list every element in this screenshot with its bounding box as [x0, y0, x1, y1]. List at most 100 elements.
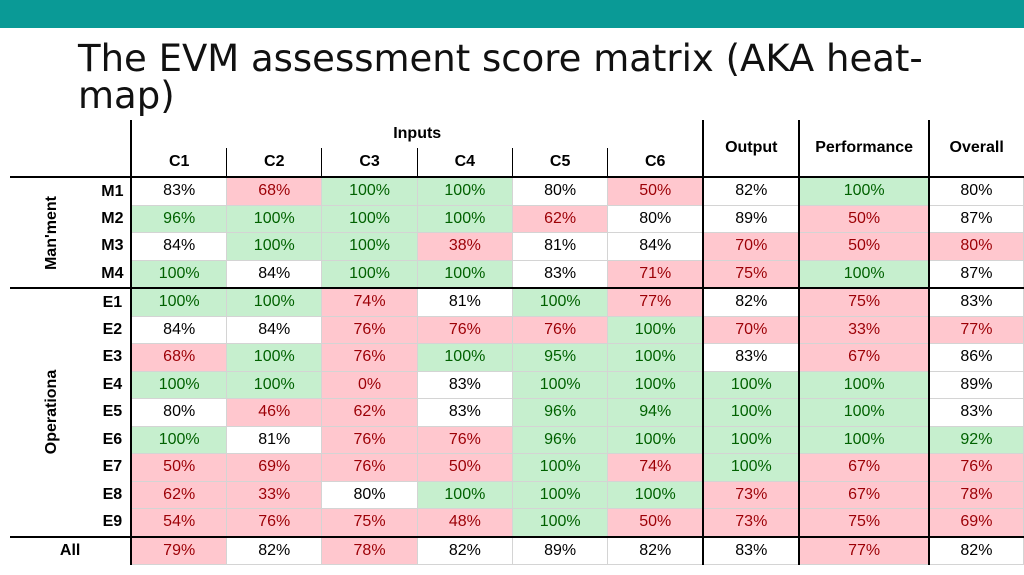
inputs-group-header: Inputs: [130, 120, 704, 148]
score-cell: 100%: [798, 398, 930, 427]
score-cell: 86%: [927, 343, 1024, 372]
score-cell: 100%: [416, 343, 514, 372]
score-cell: 78%: [321, 535, 418, 565]
score-cell: 100%: [702, 370, 800, 399]
score-cell: 80%: [321, 480, 418, 509]
score-cell: 76%: [321, 453, 418, 482]
score-cell: 75%: [798, 508, 930, 537]
score-cell: 100%: [416, 204, 514, 233]
row-label: E7: [102, 458, 123, 476]
score-cell: 33%: [798, 315, 930, 344]
score-cell: 68%: [130, 343, 228, 372]
group-label-text: Operationa: [43, 370, 61, 455]
score-cell: 83%: [130, 176, 228, 206]
score-cell: 50%: [798, 204, 930, 233]
score-cell: 82%: [226, 535, 323, 565]
row-label: E2: [102, 320, 123, 338]
score-cell: 83%: [702, 535, 800, 565]
score-cell: 50%: [607, 508, 704, 537]
score-cell: 84%: [130, 315, 228, 344]
group-label-text: Man'ment: [43, 195, 61, 270]
corner-blank: [10, 120, 131, 148]
slide-title: The EVM assessment score matrix (AKA hea…: [78, 37, 923, 117]
score-cell: 50%: [607, 176, 704, 206]
score-cell: 100%: [321, 232, 418, 261]
score-cell: 33%: [226, 480, 323, 509]
score-cell: 74%: [607, 453, 704, 482]
row-label: M1: [101, 182, 124, 200]
score-cell: 84%: [226, 315, 323, 344]
score-cell: 82%: [416, 535, 514, 565]
score-cell: 94%: [607, 398, 704, 427]
score-cell: 100%: [511, 480, 609, 509]
score-cell: 67%: [798, 453, 930, 482]
score-cell: 89%: [927, 370, 1024, 399]
top-accent-bar: [0, 0, 1024, 28]
row-label: E3: [102, 348, 123, 366]
score-cell: 83%: [416, 398, 514, 427]
score-cell: 81%: [226, 425, 323, 454]
score-cell: 100%: [321, 176, 418, 206]
score-cell: 100%: [130, 287, 228, 317]
score-cell: 76%: [226, 508, 323, 537]
row-label: M4: [101, 264, 124, 282]
score-cell: 48%: [416, 508, 514, 537]
score-cell: 84%: [130, 232, 228, 261]
score-cell: 77%: [798, 535, 930, 565]
score-cell: 76%: [321, 425, 418, 454]
score-cell: 46%: [226, 398, 323, 427]
score-cell: 100%: [226, 204, 323, 233]
score-cell: 83%: [927, 287, 1024, 317]
score-cell: 76%: [416, 315, 514, 344]
score-cell: 100%: [798, 259, 930, 289]
score-cell: 100%: [798, 370, 930, 399]
score-cell: 73%: [702, 480, 800, 509]
score-cell: 77%: [927, 315, 1024, 344]
score-cell: 100%: [511, 287, 609, 317]
row-label: E5: [102, 403, 123, 421]
row-label: E9: [102, 513, 123, 530]
score-cell: 62%: [321, 398, 418, 427]
score-cell: 89%: [511, 535, 609, 565]
score-cell: 100%: [130, 370, 228, 399]
score-cell: 96%: [511, 398, 609, 427]
col-header-c1: C1: [130, 148, 227, 178]
col-header-overall: Overall: [927, 120, 1024, 178]
score-cell: 100%: [607, 315, 704, 344]
score-cell: 100%: [702, 453, 800, 482]
group-label: Man'ment: [10, 177, 94, 288]
corner-blank-2: [10, 148, 132, 178]
score-cell: 100%: [702, 398, 800, 427]
score-cell: 76%: [416, 425, 514, 454]
score-cell: 100%: [226, 232, 323, 261]
row-label-all: All: [10, 535, 132, 565]
score-cell: 67%: [798, 480, 930, 509]
score-cell: 80%: [927, 232, 1024, 261]
row-label: M3: [101, 237, 124, 255]
score-cell: 81%: [511, 232, 609, 261]
score-cell: 73%: [702, 508, 800, 537]
score-cell: 70%: [702, 315, 800, 344]
score-cell: 77%: [607, 287, 704, 317]
group-label: Operationa: [10, 287, 95, 537]
score-cell: 79%: [130, 535, 228, 565]
score-cell: 87%: [927, 204, 1024, 233]
score-cell: 100%: [321, 204, 418, 233]
score-cell: 62%: [511, 204, 609, 233]
score-matrix: Inputs Output Performance Overall C1 C2 …: [10, 120, 1024, 565]
score-cell: 100%: [798, 425, 930, 454]
score-cell: 81%: [416, 287, 514, 317]
col-header-c6: C6: [607, 148, 704, 178]
score-cell: 50%: [798, 232, 930, 261]
score-cell: 67%: [798, 343, 930, 372]
score-cell: 96%: [511, 425, 609, 454]
row-label: E8: [102, 485, 123, 503]
score-cell: 100%: [511, 370, 609, 399]
score-cell: 84%: [226, 259, 323, 289]
score-cell: 69%: [927, 508, 1024, 537]
score-cell: 89%: [702, 204, 800, 233]
score-cell: 83%: [702, 343, 800, 372]
score-cell: 100%: [226, 287, 323, 317]
score-cell: 75%: [702, 259, 800, 289]
score-cell: 74%: [321, 287, 418, 317]
